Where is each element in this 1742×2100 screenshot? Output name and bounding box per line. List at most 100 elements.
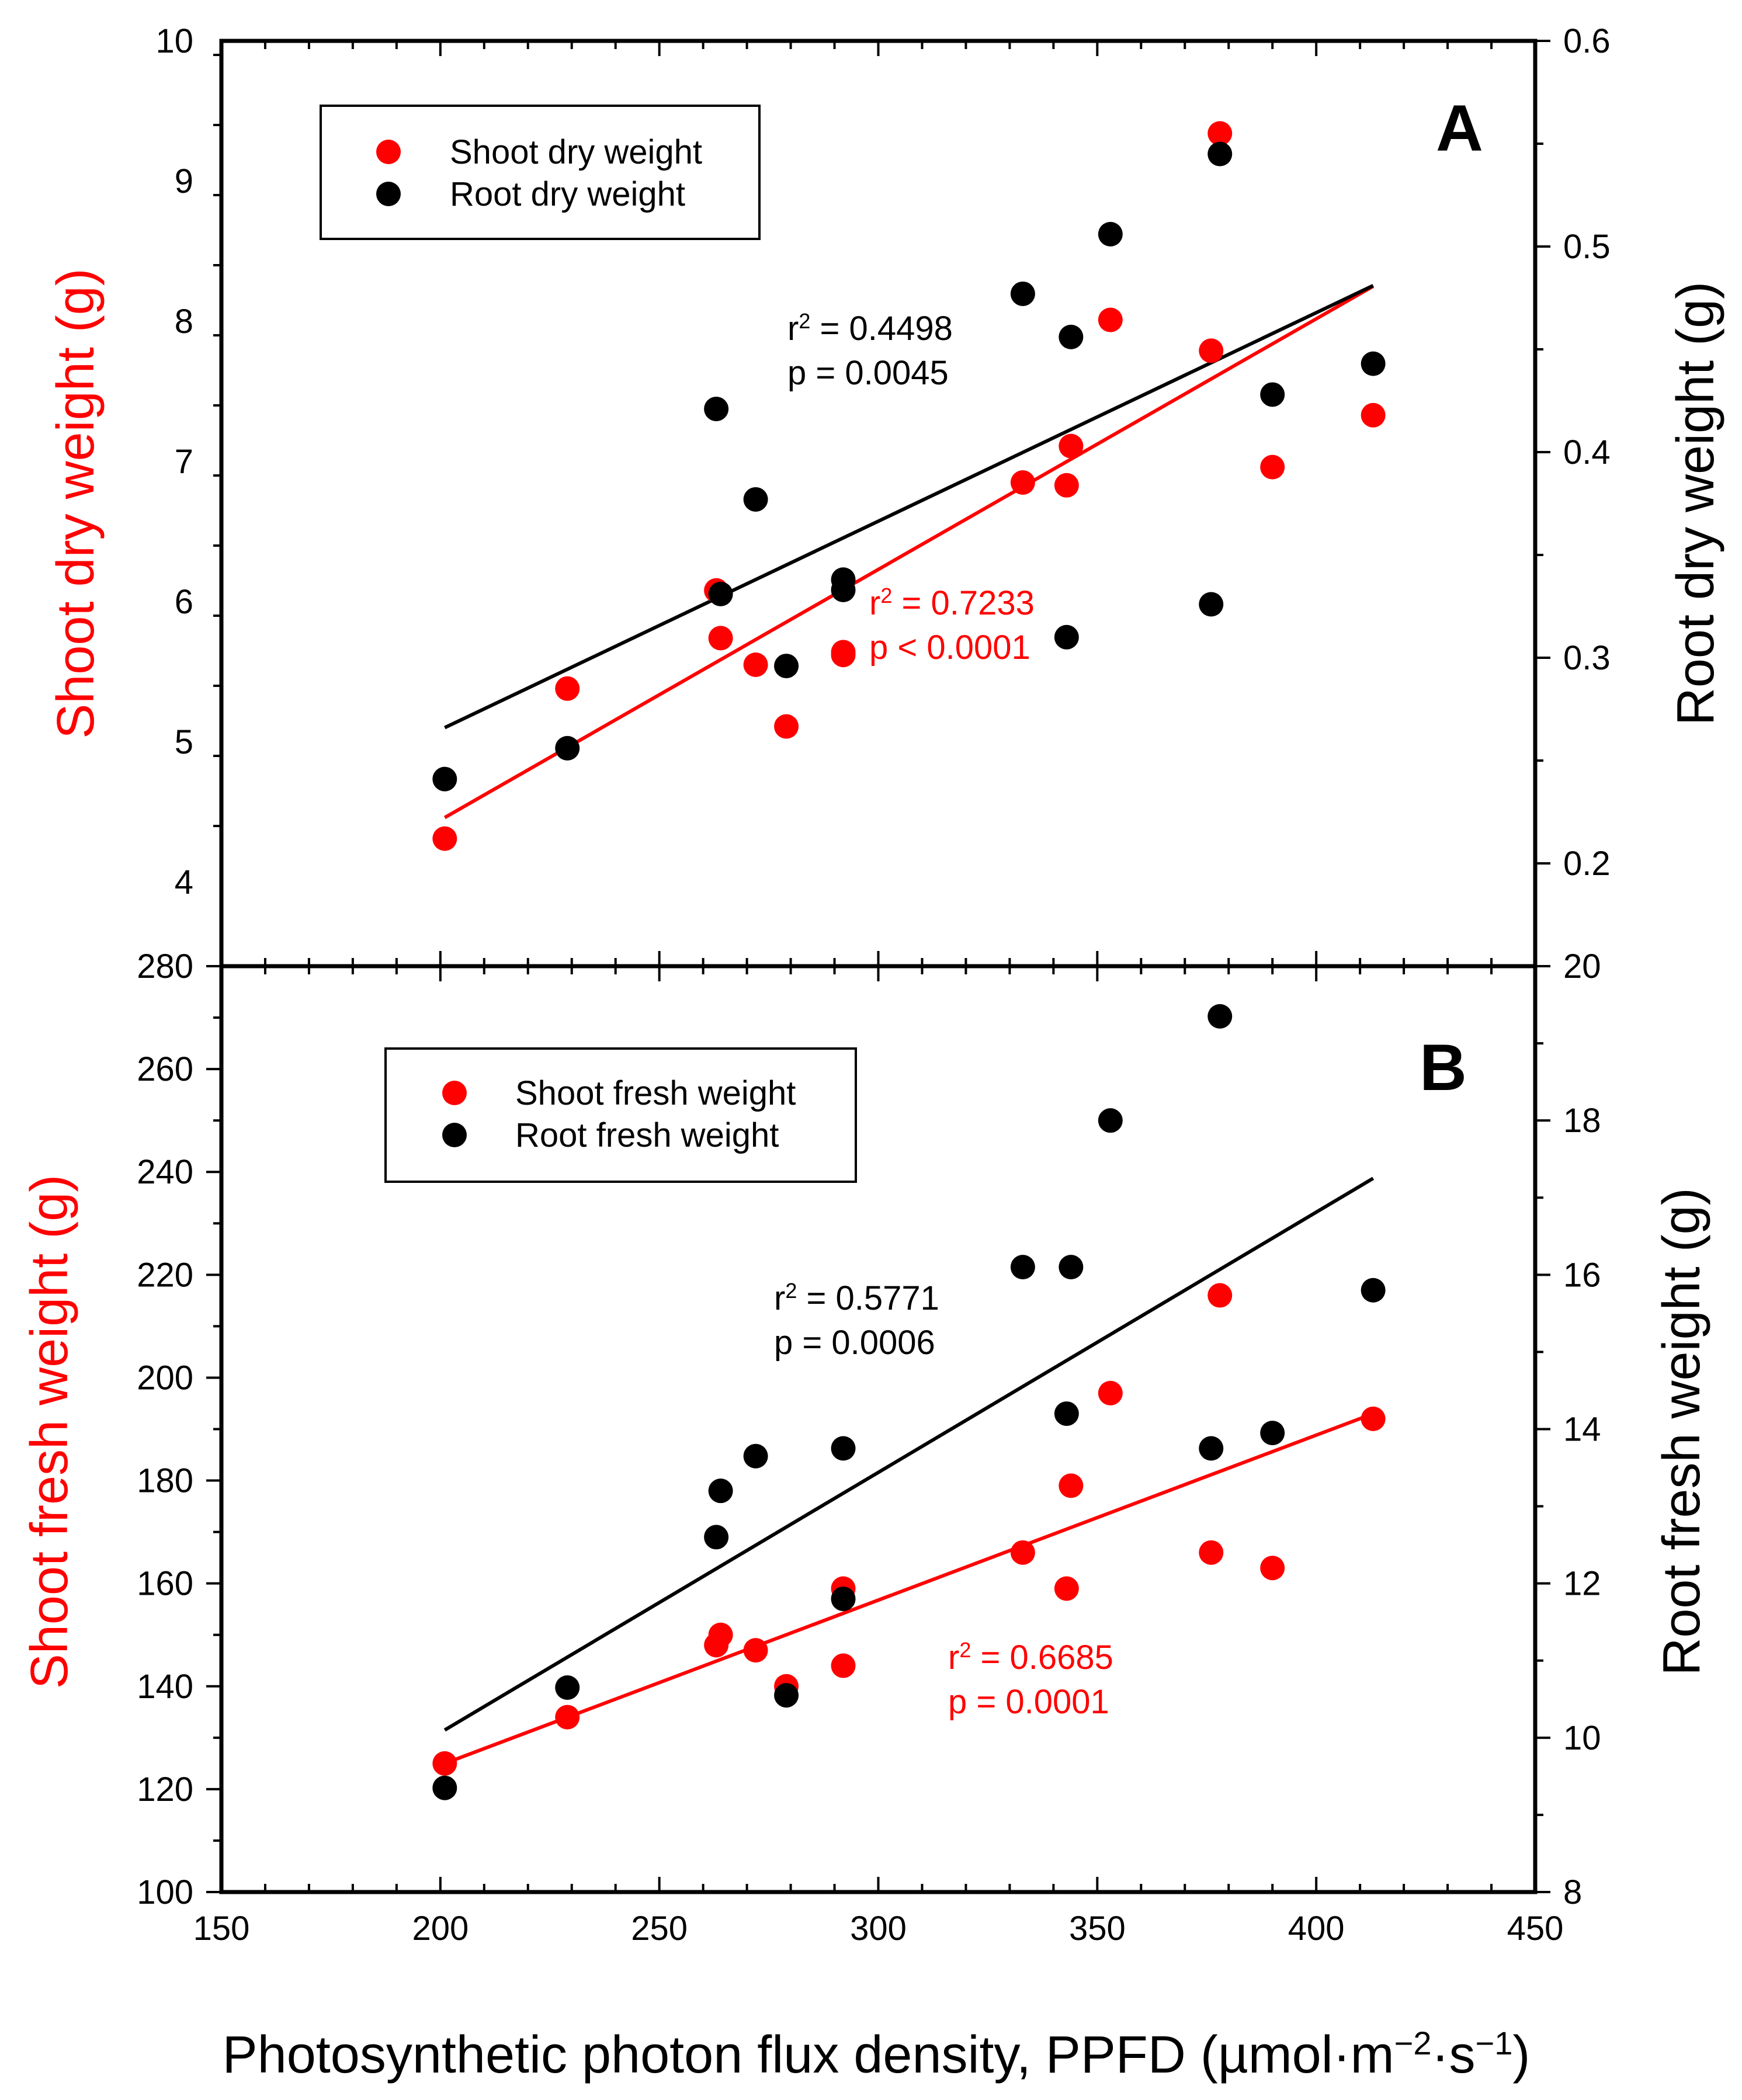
x-axis-label-main: Photosynthetic photon flux density, PPFD…	[223, 2026, 1394, 2084]
root-fresh-weight-point	[831, 1587, 856, 1612]
shoot-fresh-weight-point	[708, 1622, 733, 1647]
shoot-fresh-weight-point	[1361, 1406, 1386, 1431]
panel-b-black-r2: r2 = 0.5771	[774, 1279, 939, 1318]
legend-marker-root-dry	[376, 182, 401, 206]
x-tick-label: 150	[193, 1910, 250, 1948]
x-axis-label-mid: ·s	[1432, 2026, 1476, 2084]
root-dry-weight-point	[555, 735, 580, 761]
shoot-dry-weight-point	[1199, 338, 1224, 363]
root-dry-weight-point	[1054, 624, 1079, 650]
root-dry-weight-point	[704, 397, 729, 422]
shoot-fresh-weight-point	[1054, 1576, 1079, 1601]
root-fresh-weight-point	[1361, 1278, 1386, 1303]
shoot-dry-weight-point	[1207, 121, 1233, 146]
y-right-tick-label: 18	[1563, 1102, 1601, 1140]
root-fresh-weight-point	[1207, 1004, 1233, 1029]
shoot-fresh-weight-point	[743, 1638, 768, 1663]
shoot-dry-weight-point	[1260, 454, 1285, 480]
y-left-tick-label: 7	[175, 443, 193, 481]
panel-b: 150 200 250 300 350 400 450 100 120 140 160 180 200 2…	[20, 947, 1711, 1948]
legend-marker-root-fresh	[442, 1123, 467, 1147]
y-right-tick-label: 12	[1563, 1565, 1601, 1603]
y-right-tick-label: 0.5	[1563, 228, 1611, 266]
shoot-fresh-weight-point	[1260, 1556, 1285, 1581]
root-fresh-weight-point	[1098, 1108, 1123, 1133]
y-right-tick-label: 0.3	[1563, 639, 1611, 677]
shoot-dry-weight-point	[432, 826, 457, 851]
legend-label-shoot-dry: Shoot dry weight	[450, 133, 702, 171]
root-fresh-weight-point	[1010, 1255, 1035, 1280]
panel-a: 4 5 6 7 8 9 10 0.2 0.3 0.4 0.5 0.6 Shoot dry weight…	[47, 22, 1725, 969]
root-fresh-weight-point	[708, 1478, 733, 1504]
panel-b-legend-box	[384, 1047, 857, 1183]
shoot-fresh-weight-point	[432, 1751, 457, 1776]
panel-a-left-axis-label: Shoot dry weight (g)	[47, 268, 105, 738]
panel-b-frame	[219, 964, 1538, 1894]
y-right-tick-label: 0.2	[1563, 845, 1611, 883]
root-dry-weight-point	[432, 766, 457, 792]
x-tick-label: 250	[631, 1910, 688, 1948]
shoot-dry-weight-point	[774, 714, 799, 739]
panel-b-points	[432, 1004, 1386, 1800]
r2-value: = 0.4498	[810, 310, 953, 348]
panel-a-legend-box	[320, 105, 761, 240]
y-right-tick-label: 20	[1563, 947, 1601, 985]
r2-value: = 0.7233	[892, 584, 1035, 622]
y-left-tick-label: 260	[137, 1050, 193, 1088]
x-axis-label-end: )	[1512, 2026, 1530, 2084]
panel-b-fit-lines	[443, 1176, 1375, 1765]
root-fresh-weight-point	[432, 1775, 457, 1800]
root-fresh-weight-point	[831, 1436, 856, 1461]
root-dry-weight-point	[708, 581, 733, 606]
panel-a-red-p: p < 0.0001	[869, 629, 1030, 667]
shoot-dry-weight-fit-line	[443, 284, 1375, 820]
y-left-tick-label: 8	[175, 303, 193, 341]
r2-value: = 0.6685	[971, 1639, 1113, 1676]
root-fresh-weight-point	[1054, 1401, 1079, 1426]
panel-b-black-p: p = 0.0006	[774, 1324, 935, 1362]
panel-b-tick-labels: 150 200 250 300 350 400 450 100 120 140 160 180 200 2…	[137, 947, 1601, 1948]
r2-superscript: 2	[785, 1279, 797, 1303]
shoot-dry-weight-point	[1361, 402, 1386, 428]
x-axis-label-sup2: −1	[1476, 2025, 1513, 2061]
y-left-tick-label: 220	[137, 1256, 193, 1294]
y-right-tick-label: 0.4	[1563, 433, 1611, 471]
x-tick-label: 300	[850, 1910, 907, 1948]
y-right-tick-label: 10	[1563, 1719, 1601, 1757]
shoot-fresh-weight-point	[555, 1705, 580, 1730]
root-fresh-weight-point	[555, 1675, 580, 1700]
y-left-tick-label: 160	[137, 1565, 193, 1603]
legend-marker-shoot-fresh	[442, 1081, 467, 1105]
shoot-dry-weight-point	[708, 626, 733, 651]
panel-b-legend: Shoot fresh weight Root fresh weight	[384, 1047, 857, 1183]
shoot-dry-weight-point	[831, 640, 856, 665]
shoot-dry-weight-point	[743, 652, 768, 677]
y-left-tick-label: 280	[137, 947, 193, 985]
shoot-fresh-weight-point	[1199, 1540, 1224, 1565]
panel-a-right-axis-label: Root dry weight (g)	[1667, 282, 1725, 726]
x-axis-label-sup1: −2	[1394, 2025, 1432, 2061]
shoot-fresh-weight-point	[1010, 1540, 1035, 1565]
root-fresh-weight-point	[774, 1683, 799, 1708]
panel-a-tick-labels: 4 5 6 7 8 9 10 0.2 0.3 0.4 0.5 0.6	[155, 22, 1610, 901]
x-tick-label: 400	[1288, 1910, 1345, 1948]
root-dry-weight-point	[1098, 221, 1123, 247]
y-right-tick-label: 14	[1563, 1411, 1601, 1449]
shoot-dry-weight-point	[1010, 470, 1035, 495]
y-left-tick-label: 6	[175, 583, 193, 621]
r2-superscript: 2	[799, 309, 810, 333]
panel-a-legend: Shoot dry weight Root dry weight	[320, 105, 761, 240]
root-fresh-weight-point	[704, 1525, 729, 1550]
y-left-tick-label: 180	[137, 1462, 193, 1500]
root-fresh-weight-point	[1199, 1436, 1224, 1461]
panel-a-red-r2: r2 = 0.7233	[869, 584, 1035, 623]
root-fresh-weight-fit-line	[443, 1176, 1375, 1732]
root-dry-weight-point	[1207, 141, 1233, 166]
legend-label-shoot-fresh: Shoot fresh weight	[515, 1074, 796, 1112]
root-dry-weight-point	[1010, 281, 1035, 306]
y-left-tick-label: 10	[155, 22, 193, 60]
y-left-tick-label: 140	[137, 1668, 193, 1706]
y-left-tick-label: 100	[137, 1873, 193, 1911]
y-right-tick-label: 8	[1563, 1873, 1582, 1911]
